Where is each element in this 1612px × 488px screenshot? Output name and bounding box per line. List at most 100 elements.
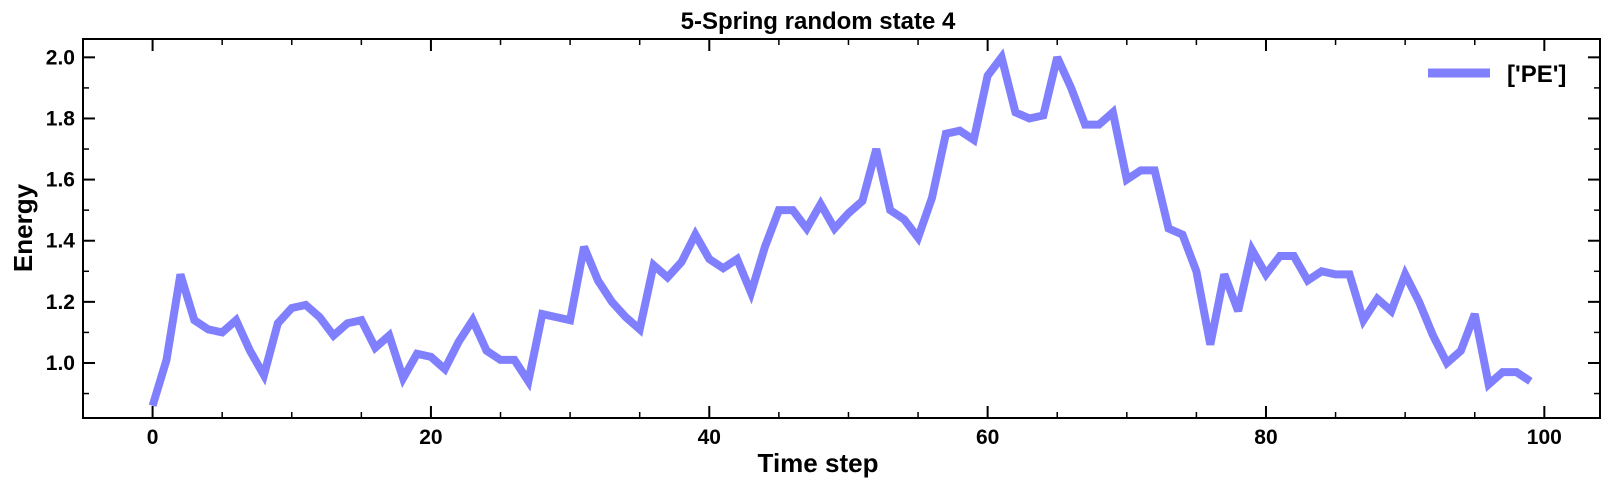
plot-area-frame [82, 38, 1601, 419]
series-point-pe [194, 320, 195, 321]
series-point-pe [375, 347, 376, 348]
series-point-pe [876, 149, 877, 150]
legend-label-pe: ['PE'] [1507, 61, 1566, 88]
y-tick-label: 1.4 [46, 230, 76, 253]
series-point-pe [611, 301, 612, 302]
series-point-pe [625, 317, 626, 318]
series-point-pe [500, 359, 501, 360]
series-point-pe [834, 228, 835, 229]
series-point-pe [208, 329, 209, 330]
series-point-pe [570, 320, 571, 321]
series-point-pe [556, 317, 557, 318]
series-point-pe [486, 350, 487, 351]
series-point-pe [152, 405, 153, 406]
y-tick-label: 1.0 [46, 352, 75, 375]
series-point-pe [472, 320, 473, 321]
series-point-pe [848, 213, 849, 214]
series-point-pe [987, 75, 988, 76]
series-point-pe [973, 139, 974, 140]
series-point-pe [389, 335, 390, 336]
series-point-pe [1307, 280, 1308, 281]
legend: ['PE'] [1428, 61, 1566, 88]
series-point-pe [1530, 381, 1531, 382]
series-point-pe [1015, 112, 1016, 113]
series-point-pe [723, 268, 724, 269]
series-point-pe [333, 335, 334, 336]
series-point-pe [1265, 274, 1266, 275]
series-point-pe [1182, 234, 1183, 235]
series-point-pe [236, 320, 237, 321]
y-axis-label: Energy [8, 183, 38, 272]
series-point-pe [1502, 372, 1503, 373]
series-point-pe [862, 200, 863, 201]
series-point-pe [653, 265, 654, 266]
ticks-layer: 0 20 40 60 80 100 1.0 1.2 1.4 1.6 1.8 2.0 [46, 39, 1600, 449]
series-point-pe [890, 210, 891, 211]
series-point-pe [1391, 311, 1392, 312]
series-point-pe [514, 359, 515, 360]
series-point-pe [528, 381, 529, 382]
series-point-pe [1488, 384, 1489, 385]
series-point-pe [430, 356, 431, 357]
series-point-pe [1112, 112, 1113, 113]
series-point-pe [1210, 344, 1211, 345]
x-tick-label: 60 [976, 426, 999, 449]
series-point-pe [1029, 118, 1030, 119]
series-point-pe [1001, 57, 1002, 58]
series-point-pe [1516, 372, 1517, 373]
series-point-pe [1419, 301, 1420, 302]
series-point-pe [778, 210, 779, 211]
x-tick-label: 100 [1527, 426, 1562, 449]
series-point-pe [1168, 228, 1169, 229]
series-point-pe [180, 274, 181, 275]
series-point-pe [1293, 256, 1294, 257]
series-point-pe [751, 292, 752, 293]
y-tick-label: 2.0 [46, 46, 75, 69]
series-layer [148, 48, 1533, 407]
x-tick-label: 80 [1254, 426, 1277, 449]
x-tick-label: 40 [698, 426, 721, 449]
series-point-pe [277, 323, 278, 324]
series-point-pe [1474, 314, 1475, 315]
series-point-pe [1224, 274, 1225, 275]
series-point-pe [1071, 87, 1072, 88]
series-point-pe [681, 262, 682, 263]
series-point-pe [931, 197, 932, 198]
series-point-pe [1460, 350, 1461, 351]
series-point-pe [305, 304, 306, 305]
series-point-pe [458, 341, 459, 342]
series-point-pe [584, 246, 585, 247]
series-point-pe [222, 332, 223, 333]
series-point-pe [1377, 298, 1378, 299]
series-point-pe [417, 353, 418, 354]
y-tick-label: 1.6 [46, 169, 75, 192]
series-point-pe [639, 329, 640, 330]
series-point-pe [291, 307, 292, 308]
series-point-pe [1321, 271, 1322, 272]
series-point-pe [695, 234, 696, 235]
series-point-pe [709, 259, 710, 260]
series-point-pe [1196, 271, 1197, 272]
x-tick-label: 20 [419, 426, 442, 449]
series-point-pe [166, 359, 167, 360]
series-point-pe [1252, 249, 1253, 250]
series-point-pe [1085, 124, 1086, 125]
y-tick-label: 1.8 [46, 107, 76, 130]
series-point-pe [347, 323, 348, 324]
series-point-pe [959, 130, 960, 131]
series-point-pe [250, 350, 251, 351]
series-point-pe [403, 378, 404, 379]
series-point-pe [1154, 170, 1155, 171]
series-point-pe [737, 259, 738, 260]
chart-title: 5-Spring random state 4 [681, 8, 956, 35]
series-point-pe [667, 277, 668, 278]
series-point-pe [1043, 115, 1044, 116]
series-point-pe [319, 317, 320, 318]
series-point-pe [1446, 362, 1447, 363]
series-point-pe [1405, 274, 1406, 275]
series-point-pe [361, 320, 362, 321]
series-point-pe [792, 210, 793, 211]
series-point-pe [918, 237, 919, 238]
x-tick-label: 0 [147, 426, 159, 449]
